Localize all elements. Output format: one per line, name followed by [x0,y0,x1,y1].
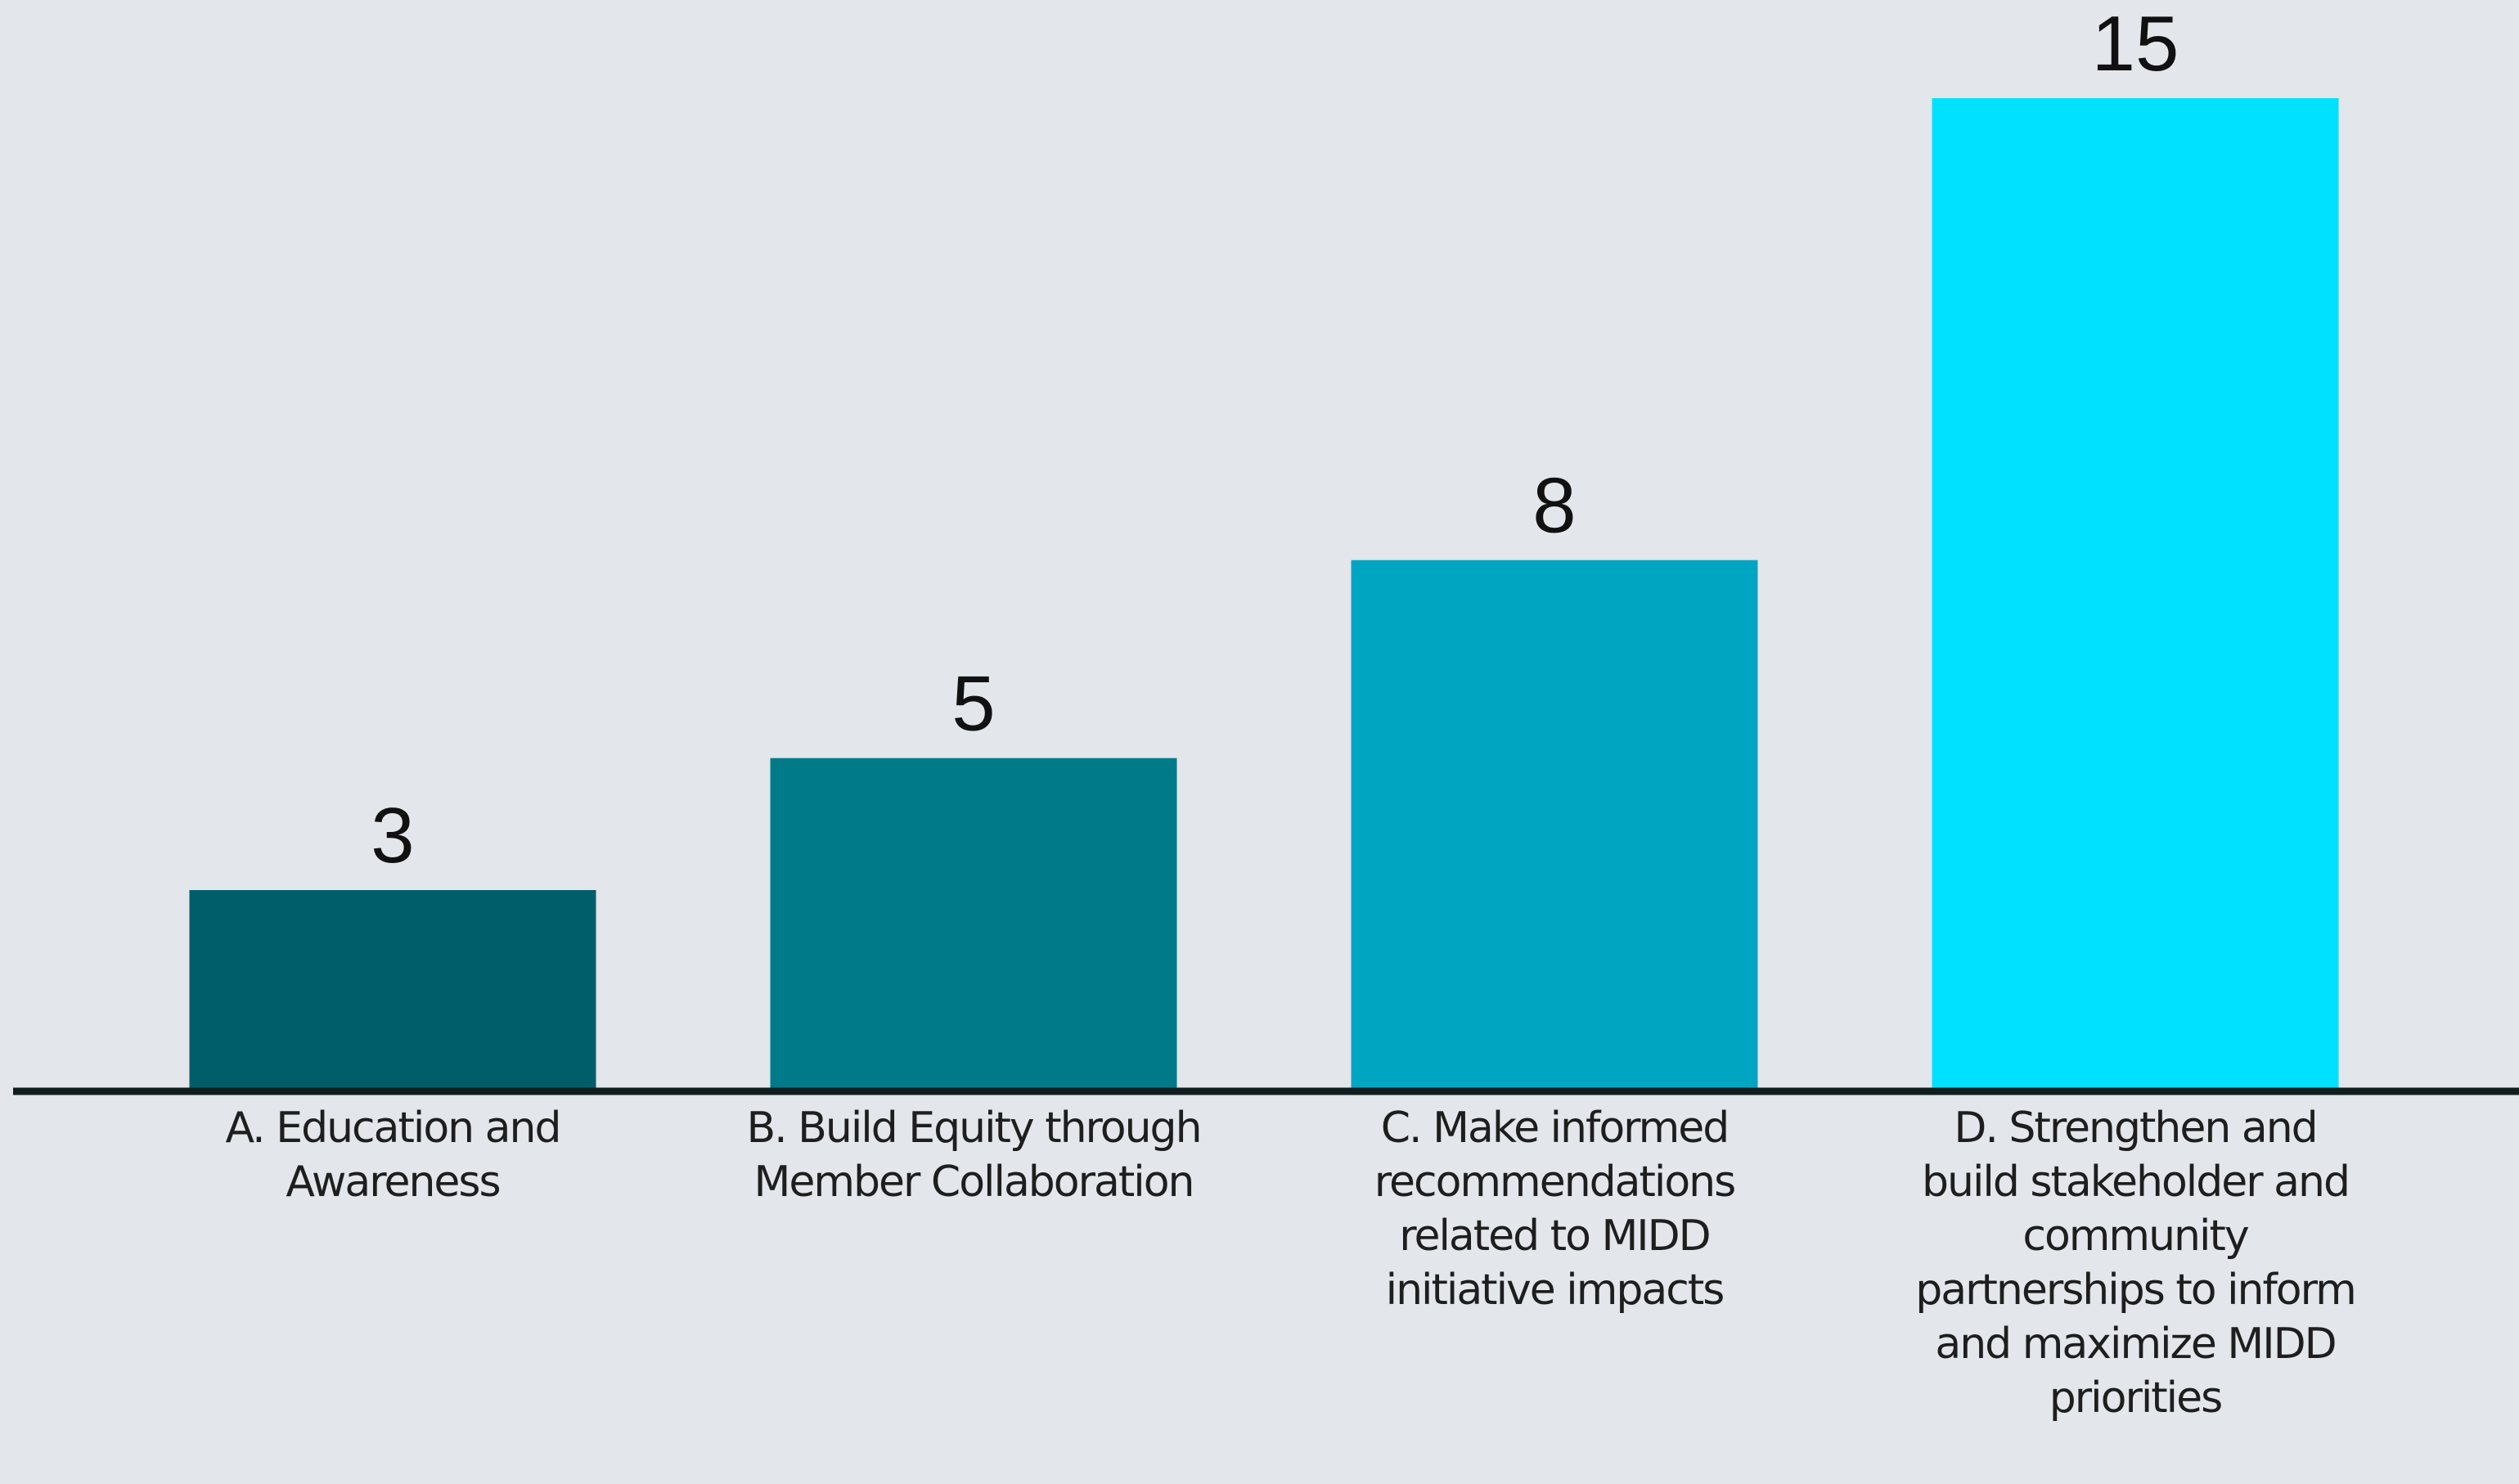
category-label-d: D. Strengthen and build stakeholder and … [1915,1104,2356,1423]
bars [189,98,2339,1088]
value-label-b: 5 [951,660,995,748]
bar-b [770,758,1177,1088]
category-label-b: B. Build Equity through Member Collabora… [746,1104,1202,1207]
bar-d [1932,98,2339,1088]
bar-c [1351,560,1758,1088]
value-label-d: 15 [2092,0,2179,88]
value-labels: 3 5 8 15 [371,0,2179,879]
bar-a [189,890,596,1088]
category-label-a: A. Education and Awareness [225,1104,562,1207]
value-label-c: 8 [1532,462,1576,550]
value-label-a: 3 [371,792,414,879]
category-label-c: C. Make informed recommendations related… [1374,1104,1736,1315]
